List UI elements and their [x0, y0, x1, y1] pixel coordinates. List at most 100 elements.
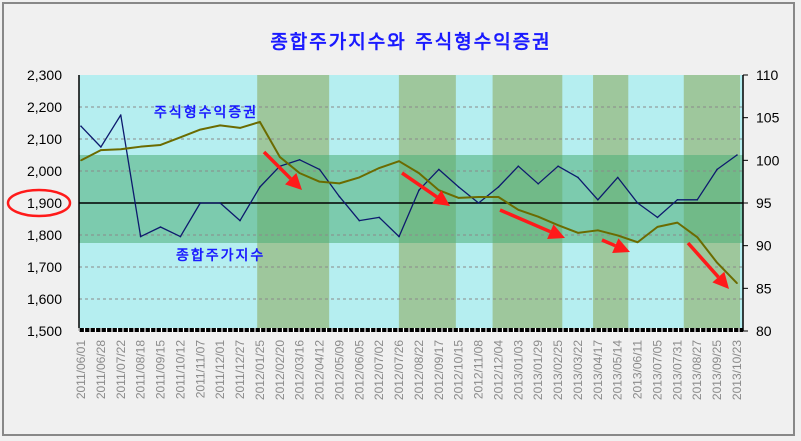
data-point — [80, 125, 82, 127]
x-tick-label: 2013/05/14 — [611, 340, 625, 400]
y-left-tick-label: 2,200 — [27, 99, 62, 115]
x-tick-label: 2012/12/04 — [491, 340, 505, 400]
data-point — [636, 202, 639, 204]
trend-arrow-head — [285, 173, 302, 190]
data-point — [179, 235, 182, 238]
trend-arrow-shaft — [499, 208, 551, 234]
y-left-tick-label: 1,500 — [27, 323, 62, 339]
x-tick-label: 2011/06/01 — [74, 340, 88, 399]
x-axis — [79, 328, 743, 332]
data-point — [616, 176, 619, 179]
data-point — [239, 127, 241, 129]
series-line-kospi — [80, 114, 738, 238]
data-point — [278, 156, 281, 158]
data-point — [438, 189, 440, 191]
x-tick-label: 2013/08/27 — [690, 340, 704, 400]
data-point — [100, 149, 102, 151]
y-right-tick-label: 105 — [756, 110, 780, 126]
y-right-tick-label: 95 — [756, 195, 772, 211]
y-left-tick-label: 1,800 — [27, 227, 62, 243]
series-label-fund: 주식형수익증권 — [154, 104, 258, 121]
highlight-circle — [6, 188, 72, 218]
chart-title: 종합주가지수와 주식형수익증권 — [270, 31, 551, 53]
data-point — [80, 159, 82, 162]
data-point — [676, 199, 679, 201]
data-point — [159, 226, 162, 228]
x-tick-label: 2011/12/01 — [213, 340, 227, 399]
x-tick-label: 2011/12/27 — [233, 340, 247, 399]
data-point — [119, 148, 122, 151]
x-tick-label: 2011/09/15 — [154, 340, 168, 399]
trend-arrow-shaft — [401, 171, 438, 199]
data-point — [616, 234, 619, 237]
data-point — [418, 189, 420, 191]
x-tick-label: 2013/01/03 — [511, 340, 525, 400]
x-tick-label: 2013/04/17 — [591, 340, 605, 400]
x-tick-label: 2012/07/02 — [372, 340, 386, 400]
x-tick-label: 2013/10/23 — [730, 340, 744, 400]
data-point — [259, 121, 261, 123]
data-point — [398, 235, 400, 238]
series-line-fund — [80, 120, 738, 284]
x-tick-label: 2012/03/16 — [293, 340, 307, 400]
y-right-tick-label: 110 — [756, 67, 779, 83]
x-tick-label: 2013/02/25 — [551, 340, 565, 400]
y-left-tick-label: 2,000 — [27, 163, 62, 179]
series-label-kospi: 종합주가지수 — [176, 247, 265, 264]
x-tick-label: 2011/11/07 — [193, 340, 207, 399]
data-point — [199, 128, 202, 131]
data-point — [438, 168, 440, 171]
y-right-tick-label: 100 — [756, 152, 780, 168]
data-point — [378, 167, 380, 169]
data-point — [358, 176, 361, 179]
x-tick-label: 2013/03/22 — [571, 340, 585, 400]
x-tick-label: 2013/07/31 — [670, 340, 684, 400]
data-point — [497, 196, 500, 198]
data-point — [259, 186, 261, 188]
data-point — [318, 168, 321, 171]
data-point — [517, 209, 520, 211]
x-tick-label: 2011/10/12 — [173, 340, 187, 399]
data-point — [676, 221, 679, 224]
data-point — [239, 219, 241, 222]
data-point — [696, 199, 699, 201]
data-point — [537, 215, 540, 218]
x-tick-label: 2012/02/20 — [273, 340, 287, 400]
x-tick-label: 2012/06/05 — [352, 340, 366, 400]
data-point — [378, 216, 380, 219]
x-tick-label: 2013/01/29 — [531, 340, 545, 400]
data-point — [656, 226, 659, 228]
trend-arrow-shaft — [601, 238, 616, 248]
data-point — [497, 186, 500, 188]
trend-arrow-shaft — [262, 150, 292, 180]
x-tick-label: 2012/10/15 — [452, 340, 466, 400]
horizontal-band — [79, 155, 743, 243]
data-point — [219, 202, 221, 204]
y-right-tick-label: 80 — [756, 323, 772, 339]
data-point — [338, 195, 341, 198]
data-point — [100, 146, 102, 148]
data-point — [716, 168, 718, 171]
data-point — [199, 202, 202, 204]
data-point — [477, 202, 480, 204]
x-tick-label: 2012/05/09 — [332, 340, 346, 400]
data-point — [636, 241, 639, 244]
trend-arrow-head — [432, 190, 450, 206]
y-left-tick-label: 1,600 — [27, 291, 62, 307]
y-left-tick-label: 1,700 — [27, 259, 62, 275]
data-point — [517, 165, 520, 167]
data-point — [557, 165, 559, 167]
data-point — [457, 197, 460, 199]
data-point — [597, 199, 599, 201]
data-point — [716, 261, 718, 264]
x-tick-label: 2012/09/17 — [432, 340, 446, 400]
data-point — [696, 236, 699, 238]
x-tick-label: 2013/07/05 — [650, 340, 664, 400]
data-point — [597, 229, 599, 232]
trend-arrow-head — [612, 238, 630, 254]
data-point — [477, 196, 480, 198]
data-point — [537, 183, 540, 185]
trend-arrow-head — [712, 271, 729, 289]
